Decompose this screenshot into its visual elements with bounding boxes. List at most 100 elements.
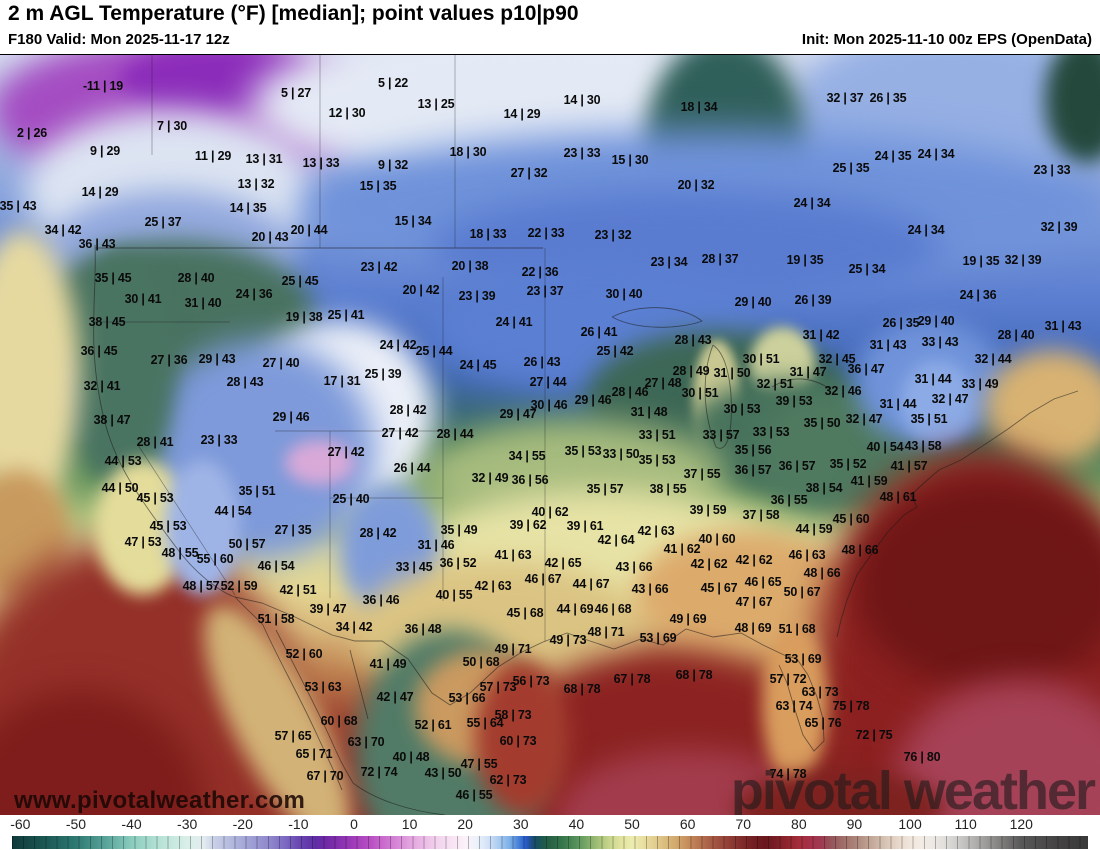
point-value: 13 | 25 xyxy=(417,97,455,111)
point-value: 52 | 61 xyxy=(414,718,452,732)
point-value: 45 | 60 xyxy=(832,512,870,526)
west-coastline xyxy=(93,244,264,626)
point-value: 67 | 78 xyxy=(613,672,651,686)
point-value: 35 | 53 xyxy=(564,444,602,458)
point-value: 30 | 51 xyxy=(742,352,780,366)
point-value: 27 | 36 xyxy=(150,353,188,367)
point-value: 11 | 29 xyxy=(194,149,232,163)
point-value: 45 | 53 xyxy=(149,519,187,533)
point-value: 24 | 41 xyxy=(495,315,533,329)
point-value: 49 | 69 xyxy=(669,612,707,626)
point-value: 32 | 47 xyxy=(845,412,883,426)
colorbar-tick: 120 xyxy=(1009,816,1033,832)
point-value: 65 | 71 xyxy=(295,747,333,761)
point-value: 27 | 44 xyxy=(529,375,567,389)
colorbar-tick: 40 xyxy=(568,816,585,832)
point-value: 31 | 43 xyxy=(1044,319,1082,333)
point-value: 42 | 65 xyxy=(544,556,582,570)
point-value: 42 | 62 xyxy=(735,553,773,567)
point-value: 46 | 54 xyxy=(257,559,295,573)
point-value: 25 | 40 xyxy=(332,492,370,506)
colorbar-tick: -40 xyxy=(121,816,142,832)
point-value: 41 | 63 xyxy=(494,548,532,562)
point-value: 49 | 73 xyxy=(549,633,587,647)
point-values-layer: -11 | 19 2 | 26 7 | 30 9 | 29 11 | 29 13 | 31… xyxy=(0,55,1100,816)
point-value: 19 | 38 xyxy=(285,310,323,324)
point-value: 68 | 78 xyxy=(675,668,713,682)
point-value: 32 | 51 xyxy=(756,377,794,391)
point-value: 62 | 73 xyxy=(489,773,527,787)
point-value: 42 | 47 xyxy=(376,690,414,704)
point-value: 13 | 32 xyxy=(237,177,275,191)
point-value: 5 | 22 xyxy=(377,76,409,90)
point-value: 22 | 36 xyxy=(521,265,559,279)
florida-coastline xyxy=(778,654,825,752)
point-value: 28 | 42 xyxy=(389,403,427,417)
point-value: 67 | 70 xyxy=(306,769,344,783)
colorbar-tick: 50 xyxy=(624,816,640,832)
point-value: 49 | 71 xyxy=(494,642,532,656)
point-value: 63 | 70 xyxy=(347,735,385,749)
point-value: 38 | 47 xyxy=(93,413,131,427)
point-value: 28 | 40 xyxy=(997,328,1035,342)
point-value: 30 | 51 xyxy=(681,386,719,400)
colorbar-tick: 30 xyxy=(513,816,529,832)
point-value: 38 | 45 xyxy=(88,315,126,329)
point-value: 31 | 50 xyxy=(713,366,751,380)
map-header: 2 m AGL Temperature (°F) [median]; point… xyxy=(0,0,1100,54)
point-value: 33 | 43 xyxy=(921,335,959,349)
point-value: 52 | 60 xyxy=(285,647,323,661)
point-value: 72 | 74 xyxy=(360,765,398,779)
point-value: 40 | 54 xyxy=(866,440,904,454)
point-value: 23 | 33 xyxy=(1033,163,1071,177)
point-value: 23 | 42 xyxy=(360,260,398,274)
point-value: 43 | 58 xyxy=(904,439,942,453)
point-value: 42 | 51 xyxy=(279,583,317,597)
point-value: 24 | 34 xyxy=(917,147,955,161)
point-value: 42 | 64 xyxy=(597,533,635,547)
us-mexico-border xyxy=(234,596,544,706)
point-value: 57 | 65 xyxy=(274,729,312,743)
colorbar-tick: 0 xyxy=(350,816,358,832)
point-value: 28 | 43 xyxy=(226,375,264,389)
point-value: 33 | 49 xyxy=(961,377,999,391)
point-value: 40 | 55 xyxy=(435,588,473,602)
point-value: 24 | 34 xyxy=(793,196,831,210)
point-value: 17 | 31 xyxy=(323,374,361,388)
point-value: 47 | 53 xyxy=(124,535,162,549)
point-value: 53 | 69 xyxy=(784,652,822,666)
point-value: 20 | 43 xyxy=(251,230,289,244)
point-value: 72 | 75 xyxy=(855,728,893,742)
point-value: 32 | 45 xyxy=(818,352,856,366)
colorbar: -60 -50 -40 -30 -20 -10 0 10 20 30 40 50 60 70 80 90 100… xyxy=(0,815,1100,850)
point-value: 39 | 61 xyxy=(566,519,604,533)
point-value: 39 | 47 xyxy=(309,602,347,616)
point-value: 23 | 34 xyxy=(650,255,688,269)
point-value: 25 | 41 xyxy=(327,308,365,322)
point-value: 46 | 67 xyxy=(524,572,562,586)
point-value: 32 | 39 xyxy=(1004,253,1042,267)
point-value: 31 | 47 xyxy=(789,365,827,379)
point-value: 36 | 57 xyxy=(778,459,816,473)
point-value: 48 | 61 xyxy=(879,490,917,504)
point-value: 42 | 62 xyxy=(690,557,728,571)
point-value: 39 | 53 xyxy=(775,394,813,408)
point-value: 9 | 32 xyxy=(377,158,409,172)
init-time-label: Init: Mon 2025-11-10 00z EPS (OpenData) xyxy=(801,31,1092,48)
gulf-of-california-line xyxy=(275,629,354,784)
point-value: 44 | 50 xyxy=(101,481,139,495)
colorbar-tick: -10 xyxy=(288,816,309,832)
point-value: 44 | 54 xyxy=(214,504,252,518)
point-value: 32 | 41 xyxy=(83,379,121,393)
point-value: 18 | 34 xyxy=(680,100,718,114)
point-value: 18 | 33 xyxy=(469,227,507,241)
colorbar-tick: -20 xyxy=(232,816,253,832)
point-value: 53 | 69 xyxy=(639,631,677,645)
watermark-url: www.pivotalweather.com xyxy=(14,787,306,814)
point-value: 24 | 42 xyxy=(379,338,417,352)
point-value: 36 | 43 xyxy=(78,237,116,251)
point-value: 12 | 30 xyxy=(328,106,366,120)
point-value: 31 | 46 xyxy=(417,538,455,552)
point-value: 29 | 46 xyxy=(574,393,612,407)
